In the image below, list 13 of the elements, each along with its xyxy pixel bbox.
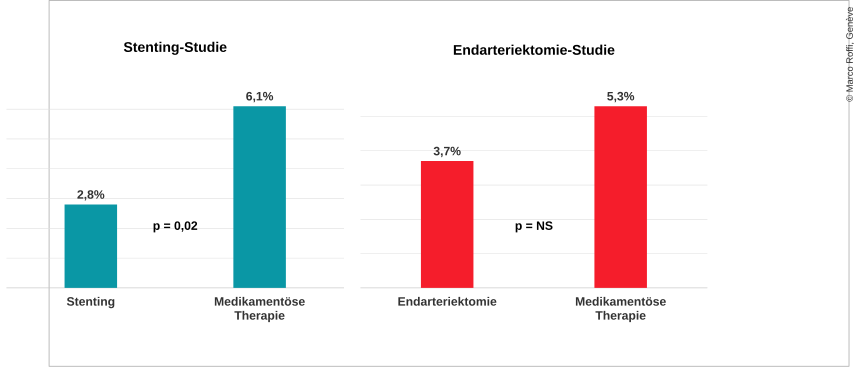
x-tick-label: Stenting	[66, 296, 114, 308]
data-label: 2,8%	[77, 190, 104, 201]
data-label: 6,1%	[246, 92, 274, 102]
annotation: p = 0,02	[154, 222, 198, 233]
data-label: 3,7%	[434, 146, 461, 158]
data-label: 5,3%	[607, 92, 634, 102]
text: © Marco Roffi, Genève	[846, 7, 854, 102]
chart-title: Endarteriektomie-Studie	[454, 44, 614, 56]
annotation: p = NS	[516, 222, 553, 233]
x-tick-label: Medikamentöse Therapie	[576, 296, 666, 322]
chart-title: Stenting-Studie	[124, 42, 227, 56]
x-tick-label: Endarteriektomie	[398, 296, 496, 306]
x-tick-label: Medikamentöse Therapie	[214, 296, 305, 322]
